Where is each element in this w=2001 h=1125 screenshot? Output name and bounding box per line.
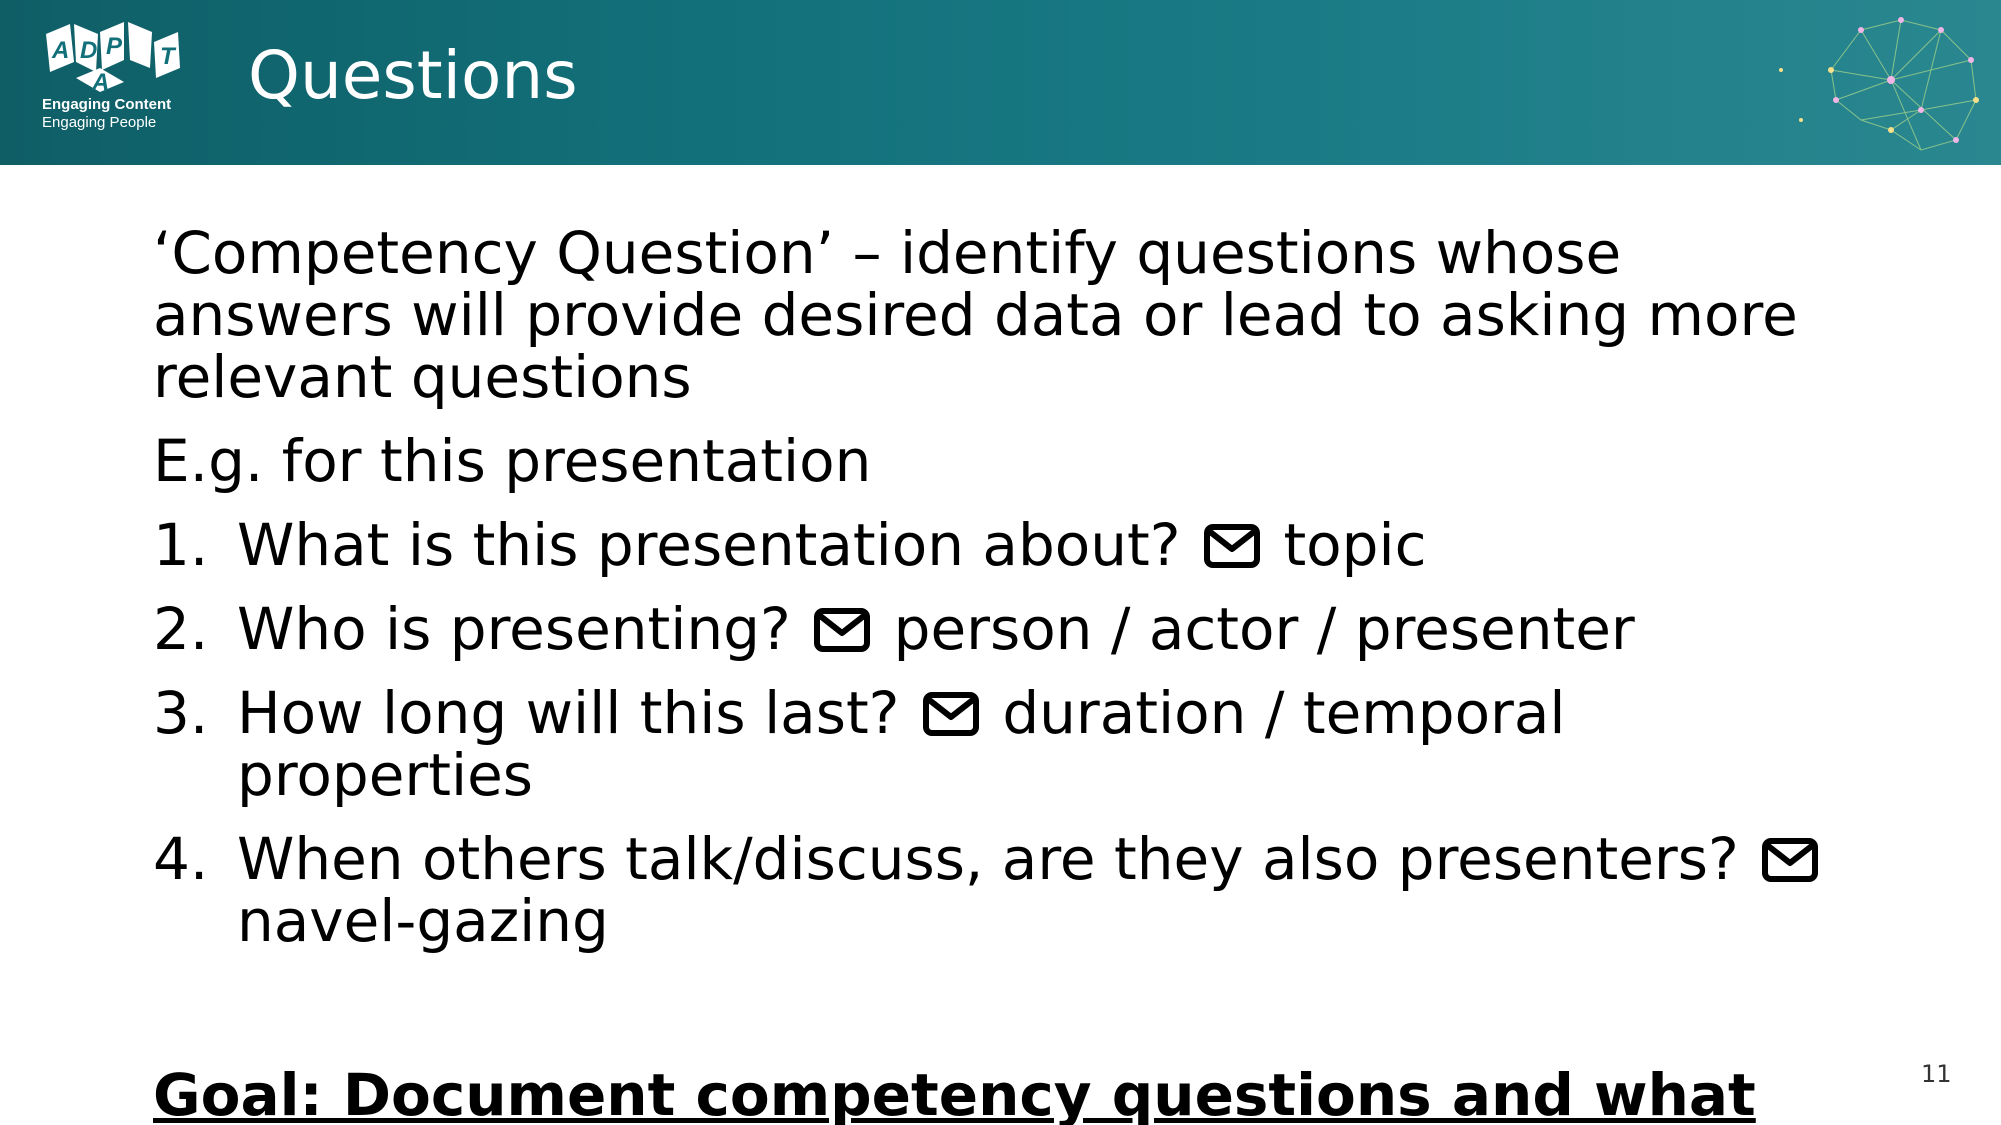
svg-text:P: P	[106, 33, 123, 60]
logo-tagline-engaging-people: Engaging People	[42, 114, 157, 131]
brain-network-icon	[1779, 17, 1979, 151]
question-text: What is this presentation about?	[237, 511, 1181, 579]
list-number: 3.	[153, 679, 209, 747]
list-item: 3. How long will this last? duration / t…	[153, 682, 1853, 806]
adapt-logo: A D P A T	[46, 22, 180, 96]
logo-tagline-engaging-content: Engaging Content	[42, 96, 172, 113]
question-text: How long will this last?	[237, 679, 900, 747]
envelope-icon	[814, 608, 871, 652]
envelope-icon	[922, 692, 979, 736]
list-item-text: How long will this last? duration / temp…	[237, 682, 1853, 806]
slide-content: ‘Competency Question’ – identify questio…	[153, 222, 1853, 974]
list-number: 1.	[153, 511, 209, 579]
intro-paragraph: ‘Competency Question’ – identify questio…	[153, 219, 1798, 411]
answer-text: navel-gazing	[237, 887, 609, 955]
question-list: 1. What is this presentation about? topi…	[153, 514, 1853, 952]
slide-title: Questions	[248, 37, 578, 114]
question-text: Who is presenting?	[237, 595, 791, 663]
list-item-text: Who is presenting? person / actor / pres…	[237, 598, 1853, 660]
answer-text: person / actor / presenter	[893, 595, 1635, 663]
list-number: 4.	[153, 825, 209, 893]
slide-header: A D P A T Engaging Content Engaging Peop…	[0, 0, 2001, 165]
svg-text:D: D	[80, 37, 97, 64]
question-text: When others talk/discuss, are they also …	[237, 825, 1739, 893]
list-item-text: What is this presentation about? topic	[237, 514, 1853, 576]
list-item: 1. What is this presentation about? topi…	[153, 514, 1853, 576]
envelope-icon	[1762, 838, 1819, 882]
list-number: 2.	[153, 595, 209, 663]
list-item: 2. Who is presenting? person / actor / p…	[153, 598, 1853, 660]
list-item-text: When others talk/discuss, are they also …	[237, 828, 1853, 952]
page-number: 11	[1921, 1060, 1952, 1088]
goal-statement: Goal: Document competency questions and …	[153, 1061, 1756, 1125]
example-heading: E.g. for this presentation	[153, 427, 872, 495]
list-item: 4. When others talk/discuss, are they al…	[153, 828, 1853, 952]
envelope-icon	[1204, 524, 1260, 568]
answer-text: topic	[1283, 511, 1427, 579]
svg-text:A: A	[51, 37, 69, 64]
svg-text:A: A	[91, 69, 109, 96]
svg-text:T: T	[160, 43, 177, 70]
answer-text: duration / temporal properties	[237, 679, 1566, 809]
